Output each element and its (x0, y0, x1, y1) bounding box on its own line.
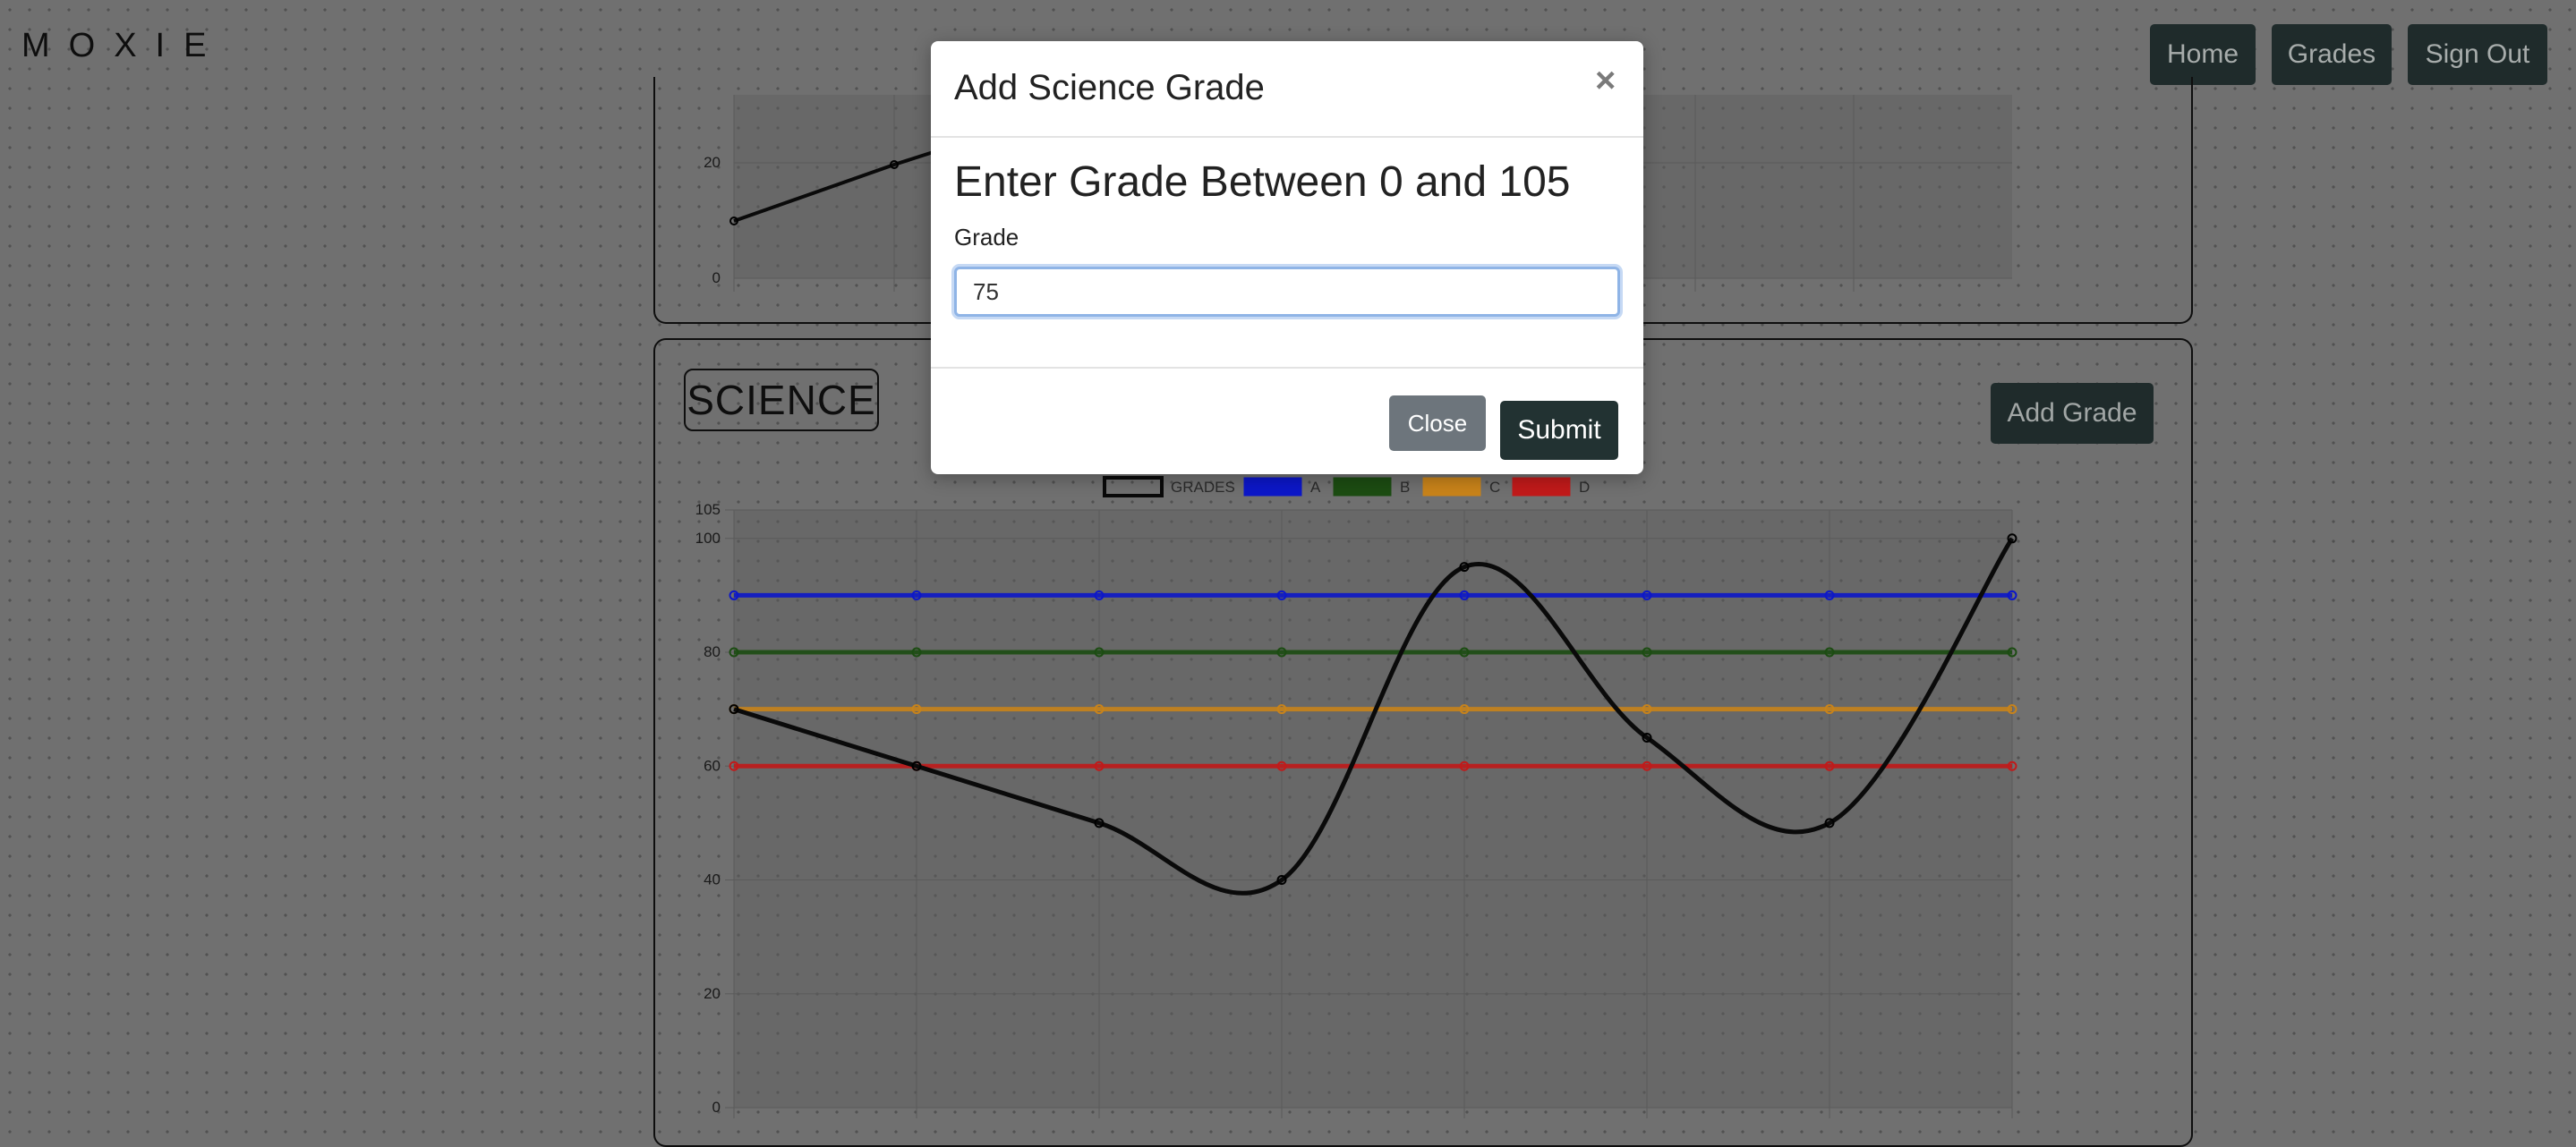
series-line-grades (733, 537, 2015, 896)
grade-input[interactable] (954, 267, 1620, 317)
modal-footer: Close Submit (931, 367, 1643, 474)
point-c (1276, 704, 1287, 715)
legend-label-d: D (1579, 479, 1590, 496)
y-tick-label: 100 (695, 530, 721, 547)
point-d (1824, 760, 1835, 771)
legend-swatch-grades (1103, 476, 1164, 497)
home-button[interactable]: Home (2150, 24, 2256, 85)
legend-swatch-a (1243, 477, 1302, 497)
close-button[interactable]: Close (1389, 395, 1486, 451)
point-grades (1094, 818, 1105, 828)
close-icon[interactable]: × (1595, 61, 1616, 100)
modal-header: Add Science Grade × (931, 41, 1643, 138)
point-d (1276, 760, 1287, 771)
point-a (911, 590, 922, 600)
point-c (1642, 704, 1652, 715)
y-tick-label: 105 (695, 501, 721, 518)
point-a (2007, 590, 2017, 600)
previous-grade-point (729, 217, 738, 225)
sign-out-button[interactable]: Sign Out (2408, 24, 2547, 85)
grades-button[interactable]: Grades (2272, 24, 2392, 85)
point-c (1824, 704, 1835, 715)
point-grades (2007, 533, 2017, 544)
science-subject-label: SCIENCE (684, 369, 879, 431)
legend-label-c: C (1489, 479, 1500, 496)
science-chart: GRADES A B C D 0 20 40 60 80 100 105 (695, 476, 2017, 1118)
point-grades (911, 760, 922, 771)
point-a (1276, 590, 1287, 600)
add-grade-button[interactable]: Add Grade (1991, 383, 2154, 444)
point-c (1094, 704, 1105, 715)
brand-logo[interactable]: MOXIE (21, 27, 226, 64)
chart-legend: GRADES A B C D (1103, 476, 1590, 497)
point-c (2007, 704, 2017, 715)
y-tick-label: 80 (704, 643, 721, 660)
point-grades (729, 704, 739, 715)
y-axis-ticks: 0 20 40 60 80 100 105 (695, 501, 721, 1116)
point-b (729, 647, 739, 658)
point-grades (1276, 875, 1287, 886)
y-tick-label: 20 (704, 985, 721, 1002)
chart-plot-area (734, 510, 2012, 1108)
legend-label-a: A (1310, 479, 1321, 496)
modal-title: Add Science Grade (954, 68, 1265, 107)
point-c (1459, 704, 1470, 715)
point-grades (1459, 562, 1470, 573)
point-grades (1824, 818, 1835, 828)
point-b (1276, 647, 1287, 658)
chart-grid (725, 509, 2013, 1118)
y-tick-label: 0 (712, 1099, 721, 1116)
legend-label-b: B (1400, 479, 1410, 496)
previous-ytick-20: 20 (704, 154, 721, 171)
point-grades (1642, 732, 1652, 743)
chart-series (729, 533, 2017, 896)
previous-grade-point (890, 160, 899, 169)
legend-swatch-c (1422, 477, 1481, 497)
point-d (1094, 760, 1105, 771)
previous-ytick-0: 0 (712, 269, 721, 286)
submit-button[interactable]: Submit (1500, 401, 1618, 460)
y-tick-label: 40 (704, 871, 721, 888)
point-a (1824, 590, 1835, 600)
point-c (911, 704, 922, 715)
point-a (1094, 590, 1105, 600)
point-b (1094, 647, 1105, 658)
grade-field-label: Grade (954, 224, 1019, 251)
point-b (1642, 647, 1652, 658)
modal-heading: Enter Grade Between 0 and 105 (954, 158, 1571, 206)
legend-label-grades: GRADES (1171, 479, 1235, 496)
point-b (1459, 647, 1470, 658)
legend-swatch-b (1333, 477, 1392, 497)
point-d (2007, 760, 2017, 771)
legend-swatch-d (1512, 477, 1571, 497)
point-a (729, 590, 739, 600)
point-a (1459, 590, 1470, 600)
point-d (729, 760, 739, 771)
point-b (1824, 647, 1835, 658)
point-d (1642, 760, 1652, 771)
point-d (1459, 760, 1470, 771)
navbar: MOXIE Home Grades Sign Out (0, 0, 2576, 95)
point-a (1642, 590, 1652, 600)
point-b (2007, 647, 2017, 658)
y-tick-label: 60 (704, 757, 721, 774)
point-b (911, 647, 922, 658)
add-grade-modal: Add Science Grade × Enter Grade Between … (931, 41, 1643, 474)
